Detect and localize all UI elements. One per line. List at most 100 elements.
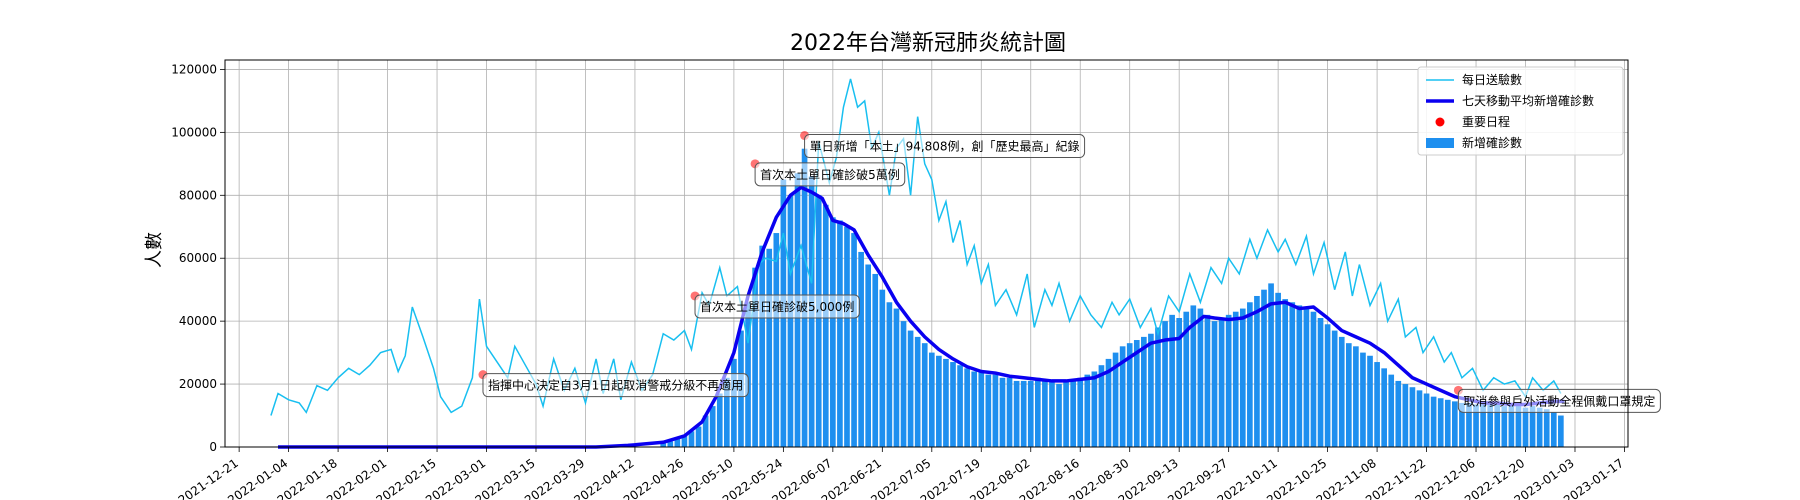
bar xyxy=(992,374,999,447)
bar xyxy=(1162,321,1168,447)
bar xyxy=(1558,415,1564,447)
bar xyxy=(1204,314,1211,447)
bar xyxy=(1275,292,1281,447)
bar xyxy=(1183,311,1190,447)
moving-average-series xyxy=(278,185,1565,449)
bar xyxy=(1402,384,1409,447)
bar xyxy=(1098,365,1105,447)
bar xyxy=(1091,371,1098,447)
bar xyxy=(950,362,956,447)
bar xyxy=(1225,314,1232,447)
bar xyxy=(1388,374,1395,447)
bar-series xyxy=(660,148,1564,448)
bar xyxy=(1218,318,1225,447)
bar xyxy=(731,358,737,447)
y-tick-label: 40000 xyxy=(179,314,217,328)
annotations: 指揮中心決定自3月1日起取消警戒分級不再適用 首次本土單日確診破5,000例 首次本… xyxy=(482,134,1661,413)
bar xyxy=(957,365,963,447)
bar xyxy=(1536,407,1543,447)
bar xyxy=(893,308,900,447)
bar xyxy=(1444,399,1451,447)
bar xyxy=(1296,305,1303,447)
bar xyxy=(695,426,702,447)
bar xyxy=(766,248,773,447)
legend-tests-line: 每日送驗數 xyxy=(1462,72,1522,87)
bar xyxy=(1353,346,1359,447)
bar xyxy=(1338,336,1345,447)
annotation: 指揮中心決定自3月1日起取消警戒分級不再適用 xyxy=(482,373,749,398)
bar xyxy=(985,374,992,447)
bar xyxy=(1508,404,1515,447)
bar xyxy=(1105,358,1112,447)
bar xyxy=(667,441,674,447)
bar xyxy=(1310,311,1317,447)
bar xyxy=(1020,380,1027,447)
bar xyxy=(1034,377,1041,447)
bar xyxy=(815,195,822,447)
bar xyxy=(1049,380,1055,447)
bar xyxy=(709,406,716,447)
bar xyxy=(752,267,758,447)
bar xyxy=(1077,377,1084,447)
bar xyxy=(716,393,723,447)
annotation: 首次本土單日確診破5萬例 xyxy=(754,162,906,187)
bar xyxy=(921,343,928,447)
bar xyxy=(1063,380,1069,447)
bar xyxy=(1289,302,1296,447)
bar xyxy=(837,220,843,447)
legend-moving-average: 七天移動平均新增確診數 xyxy=(1462,93,1594,108)
bar xyxy=(702,415,709,447)
bar xyxy=(1409,387,1416,447)
bar xyxy=(1190,305,1197,447)
bar xyxy=(1112,352,1119,447)
bar xyxy=(1473,404,1479,447)
annotation-text: 首次本土單日確診破5,000例 xyxy=(700,299,854,314)
bar xyxy=(1374,362,1380,447)
bar xyxy=(1027,380,1034,447)
annotation-text: 取消參與戶外活動全程佩戴口罩規定 xyxy=(1463,393,1655,408)
bar xyxy=(900,321,907,447)
bar xyxy=(1070,380,1076,447)
legend-bars: 新增確診數 xyxy=(1462,135,1522,150)
bar xyxy=(844,226,850,447)
bar xyxy=(1006,377,1013,447)
y-tick-label: 0 xyxy=(209,440,217,454)
y-tick-label: 20000 xyxy=(179,377,217,391)
bar xyxy=(830,217,836,447)
bar xyxy=(1169,314,1175,447)
bar xyxy=(1324,324,1331,447)
bar xyxy=(943,358,949,447)
bar xyxy=(787,195,794,447)
y-axis-label: 人數 xyxy=(144,232,165,268)
bar xyxy=(1232,311,1239,447)
annotation: 取消參與戶外活動全程佩戴口罩規定 xyxy=(1457,388,1661,413)
bar xyxy=(1013,380,1020,447)
annotation: 單日新增「本土」94,808例，創「歷史最高」紀錄 xyxy=(804,134,1086,159)
bar xyxy=(907,330,914,447)
bar xyxy=(1239,308,1246,447)
annotation-text: 單日新增「本土」94,808例，創「歷史最高」紀錄 xyxy=(810,139,1080,154)
bar xyxy=(928,352,935,447)
annotation-box xyxy=(482,373,749,398)
bar xyxy=(773,233,780,447)
bar xyxy=(1494,404,1501,447)
bar xyxy=(660,443,667,447)
bar xyxy=(1317,318,1324,447)
bar xyxy=(1395,380,1402,447)
bar xyxy=(1197,308,1204,447)
bar xyxy=(886,302,893,447)
bar xyxy=(1148,333,1154,447)
annotation-box xyxy=(804,134,1086,159)
bar xyxy=(1345,343,1352,447)
bar xyxy=(1487,402,1494,447)
bar xyxy=(681,435,688,447)
bar xyxy=(936,355,942,447)
bar xyxy=(1084,374,1091,447)
chart-title: 2022年台灣新冠肺炎統計圖 xyxy=(790,31,1066,56)
bar xyxy=(1303,308,1310,447)
bar xyxy=(745,302,751,447)
y-tick-label: 100000 xyxy=(171,125,217,139)
bar xyxy=(1416,390,1423,447)
